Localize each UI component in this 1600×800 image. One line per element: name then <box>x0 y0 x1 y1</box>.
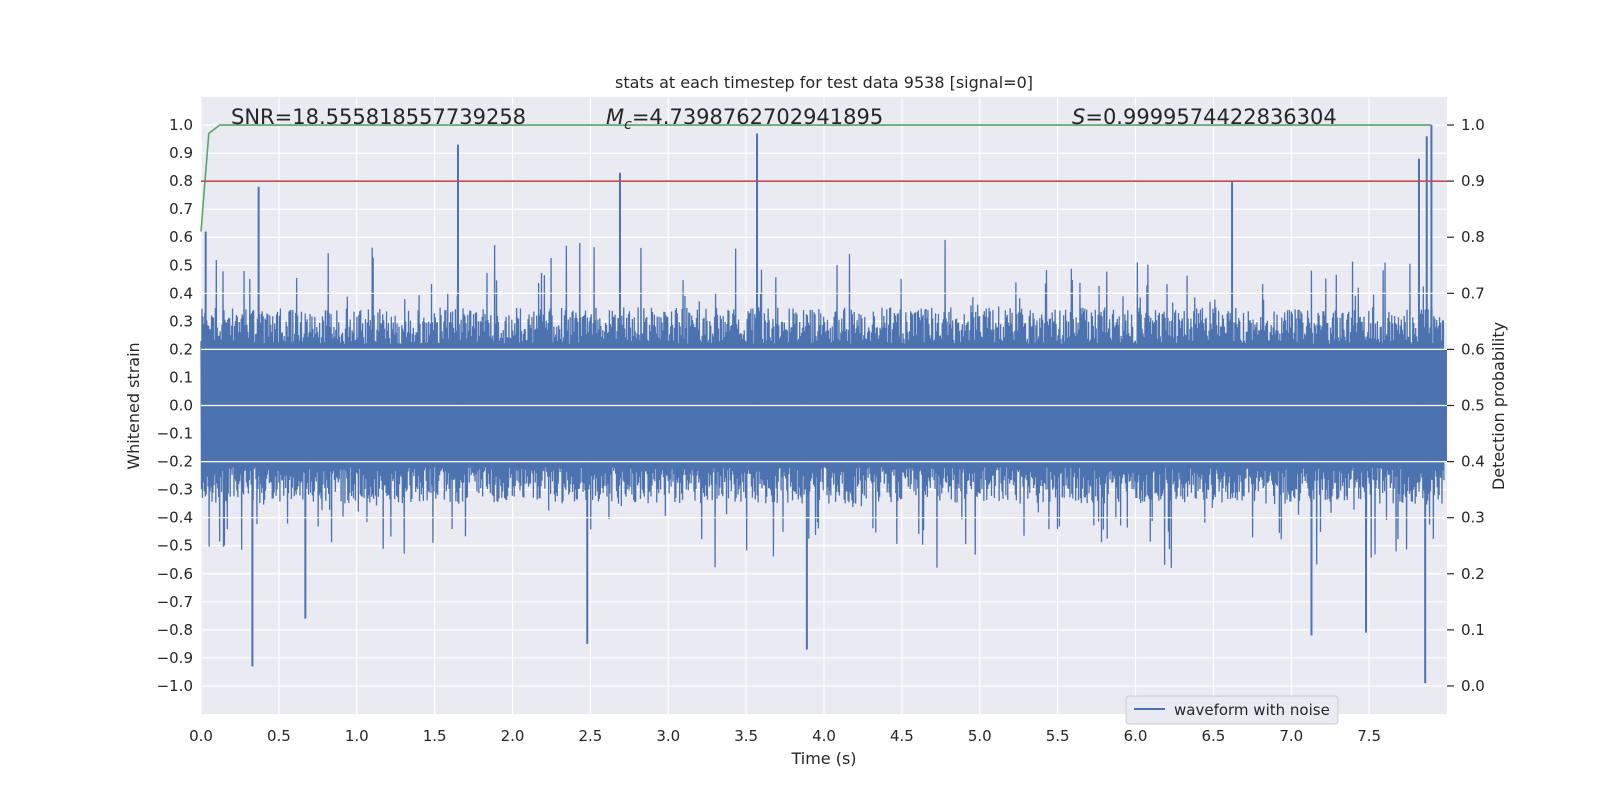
y-tick-label: 0.5 <box>169 256 193 274</box>
x-tick-label: 6.0 <box>1124 727 1148 745</box>
x-tick-label: 1.5 <box>423 727 447 745</box>
y-tick-label: 0.4 <box>169 284 193 302</box>
y-tick-label: −0.7 <box>157 593 193 611</box>
chirp-mass-annotation: Mc=4.7398762702941895 <box>606 105 883 133</box>
left-y-axis-ticks: −1.0 −0.9 −0.8 −0.7 −0.6 −0.5 −0.4 −0.3 −0.2 −0.1… <box>157 116 193 695</box>
y-tick-label: −0.6 <box>157 565 193 583</box>
y-tick-label: 0.6 <box>169 228 193 246</box>
x-tick-label: 2.5 <box>578 727 602 745</box>
detection-probability-line <box>200 124 1432 232</box>
y2-tick-label: 0.6 <box>1461 340 1485 358</box>
y2-tick-label: 0.1 <box>1461 621 1485 639</box>
legend: waveform with noise <box>1125 695 1339 725</box>
chirp-mass-value: =4.7398762702941895 <box>632 105 883 129</box>
y-tick-label: −0.8 <box>157 621 193 639</box>
y-tick-label: −0.2 <box>157 453 193 471</box>
chart-title: stats at each timestep for test data 953… <box>615 73 1033 92</box>
waveform-trace <box>200 239 1445 568</box>
y-tick-label: 0.0 <box>169 397 193 415</box>
y-tick-label: −0.5 <box>157 537 193 555</box>
x-tick-label: 2.0 <box>501 727 525 745</box>
y-tick-label: 0.8 <box>169 172 193 190</box>
y2-axis-label: Detection probability <box>1489 322 1508 490</box>
x-tick-label: 0.0 <box>189 727 213 745</box>
x-tick-label: 7.5 <box>1357 727 1381 745</box>
x-tick-label: 1.0 <box>345 727 369 745</box>
y-tick-label: 0.2 <box>169 340 193 358</box>
score-annotation: S=0.9999574422836304 <box>1072 105 1337 129</box>
legend-box <box>1125 695 1339 725</box>
x-tick-label: 4.0 <box>812 727 836 745</box>
y2-tick-label: 0.8 <box>1461 228 1485 246</box>
y2-tick-label: 0.7 <box>1461 284 1485 302</box>
y-tick-label: −0.4 <box>157 509 193 527</box>
y-tick-label: 0.7 <box>169 200 193 218</box>
x-axis-label: Time (s) <box>790 749 856 768</box>
x-tick-label: 7.0 <box>1279 727 1303 745</box>
chirp-mass-symbol: M <box>606 105 624 129</box>
x-tick-label: 5.5 <box>1046 727 1070 745</box>
x-axis-ticks: 0.0 0.5 1.0 1.5 2.0 2.5 3.0 3.5 4.0 4.5 5.0 5.5 6.0 6… <box>189 727 1381 745</box>
x-tick-label: 4.5 <box>890 727 914 745</box>
x-tick-label: 5.0 <box>968 727 992 745</box>
y-tick-label: 0.1 <box>169 368 193 386</box>
x-tick-label: 6.5 <box>1201 727 1225 745</box>
y-tick-label: −0.3 <box>157 481 193 499</box>
y-tick-label: −1.0 <box>157 677 193 695</box>
y2-tick-label: 0.0 <box>1461 677 1485 695</box>
x-tick-label: 3.5 <box>734 727 758 745</box>
y-tick-label: 0.9 <box>169 144 193 162</box>
chirp-mass-subscript: c <box>624 117 632 133</box>
y-tick-label: 1.0 <box>169 116 193 134</box>
y-axis-label: Whitened strain <box>124 342 143 469</box>
right-y-axis-ticks: 0.0 0.1 0.2 0.3 0.4 0.5 0.6 0.7 0.8 0.9 1.0 <box>1447 116 1485 695</box>
x-tick-label: 0.5 <box>267 727 291 745</box>
snr-annotation: SNR=18.555818557739258 <box>231 105 526 129</box>
waveform-with-noise-series <box>200 125 1447 684</box>
y2-tick-label: 0.2 <box>1461 565 1485 583</box>
y2-tick-label: 0.4 <box>1461 453 1485 471</box>
y-tick-label: 0.3 <box>169 312 193 330</box>
y2-tick-label: 0.3 <box>1461 509 1485 527</box>
y-tick-label: −0.1 <box>157 425 193 443</box>
legend-label: waveform with noise <box>1174 701 1330 719</box>
x-tick-label: 3.0 <box>656 727 680 745</box>
detection-probability-series <box>200 124 1447 232</box>
y-tick-label: −0.9 <box>157 649 193 667</box>
score-symbol: S <box>1072 105 1085 129</box>
y2-tick-label: 0.9 <box>1461 172 1485 190</box>
y2-tick-label: 1.0 <box>1461 116 1485 134</box>
score-value: =0.9999574422836304 <box>1085 105 1336 129</box>
y2-tick-label: 0.5 <box>1461 397 1485 415</box>
